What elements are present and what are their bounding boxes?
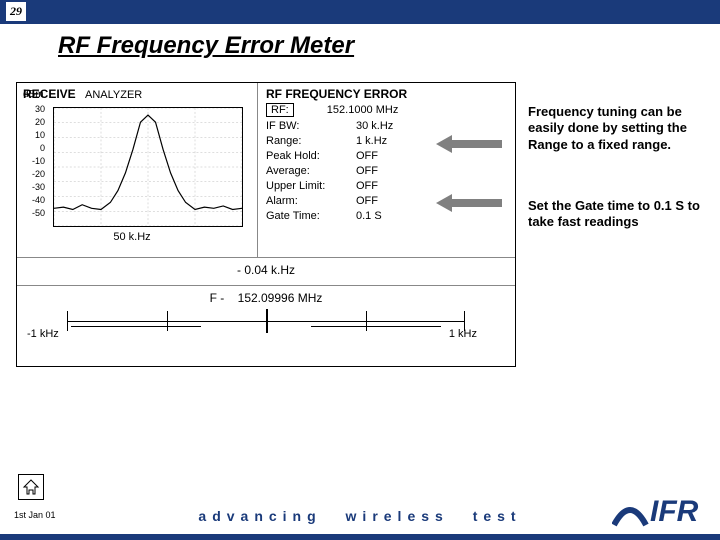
param-key: Peak Hold:	[266, 149, 356, 164]
freq-value: 152.09996 MHz	[238, 291, 323, 305]
y-tick: -40	[23, 194, 45, 207]
freq-readout: F - 152.09996 MHz	[27, 291, 505, 305]
y-tick: -20	[23, 168, 45, 181]
meter-bar	[67, 311, 465, 331]
meter-left-label: -1 kHz	[27, 328, 59, 340]
freq-prefix: F -	[210, 291, 225, 305]
meter-panel: F - 152.09996 MHz -1 kHz 1 kHz	[17, 286, 515, 366]
note-text: Set the Gate time to 0.1 S to take fast …	[528, 198, 708, 231]
y-tick: 10	[23, 129, 45, 142]
y-tick: 0	[23, 142, 45, 155]
param-row: IF BW:30 k.Hz	[266, 119, 507, 134]
error-readout: - 0.04 k.Hz	[17, 258, 515, 286]
y-tick: 30	[23, 103, 45, 116]
slide-number: 29	[6, 2, 26, 21]
arrow-icon	[436, 192, 502, 214]
param-key: Upper Limit:	[266, 179, 356, 194]
rf-label: RF:	[266, 103, 294, 117]
meter-right-label: 1 kHz	[449, 328, 477, 340]
x-span-label: 50 k.Hz	[17, 231, 247, 243]
y-tick: 20	[23, 116, 45, 129]
param-row: Average:OFF	[266, 164, 507, 179]
param-key: Gate Time:	[266, 209, 356, 224]
rf-value: 152.1000 MHz	[327, 104, 399, 116]
page-title: RF Frequency Error Meter	[58, 32, 354, 60]
brand-logo-icon: IFR	[612, 485, 702, 530]
instrument-screenshot: RECEIVE dBm 3020100-10-20-30-40-50 ANALY…	[16, 82, 516, 367]
y-tick: -50	[23, 207, 45, 220]
y-ticks: 3020100-10-20-30-40-50	[23, 103, 45, 220]
header-bar: 29	[0, 0, 720, 24]
param-key: IF BW:	[266, 119, 356, 134]
param-value: OFF	[356, 164, 507, 179]
params-panel: RF FREQUENCY ERROR RF: 152.1000 MHz IF B…	[257, 83, 515, 257]
footer-stripe	[0, 534, 720, 540]
home-icon[interactable]	[18, 474, 44, 500]
y-tick: -10	[23, 155, 45, 168]
spectrum-plot	[53, 107, 243, 227]
spectrum-panel: RECEIVE dBm 3020100-10-20-30-40-50 ANALY…	[17, 83, 257, 257]
param-key: Average:	[266, 164, 356, 179]
analyzer-label: ANALYZER	[85, 89, 142, 101]
param-value: 30 k.Hz	[356, 119, 507, 134]
panel-title: RF FREQUENCY ERROR	[266, 87, 507, 101]
y-tick: -30	[23, 181, 45, 194]
y-unit: dBm	[23, 89, 44, 100]
param-key: Alarm:	[266, 194, 356, 209]
param-key: Range:	[266, 134, 356, 149]
svg-text:IFR: IFR	[650, 495, 699, 528]
arrow-icon	[436, 133, 502, 155]
note-text: Frequency tuning can be easily done by s…	[528, 104, 708, 153]
